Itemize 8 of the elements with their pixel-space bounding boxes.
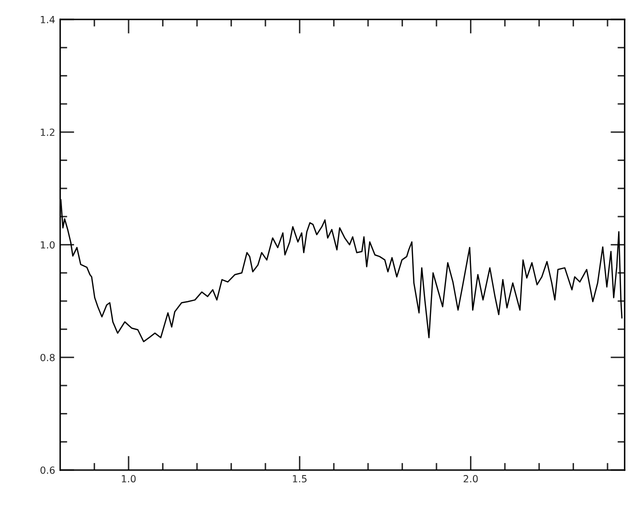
- x-tick-label: 1.0: [122, 475, 136, 482]
- x-tick-label: 1.5: [292, 475, 307, 482]
- y-tick-label: 1.4: [40, 16, 55, 24]
- y-tick-label: 0.8: [40, 354, 55, 362]
- x-tick-label: 2.0: [464, 475, 478, 482]
- y-tick-label: 1.0: [40, 241, 55, 249]
- y-tick-label: 1.2: [40, 128, 54, 136]
- y-tick-label: 0.6: [40, 466, 55, 474]
